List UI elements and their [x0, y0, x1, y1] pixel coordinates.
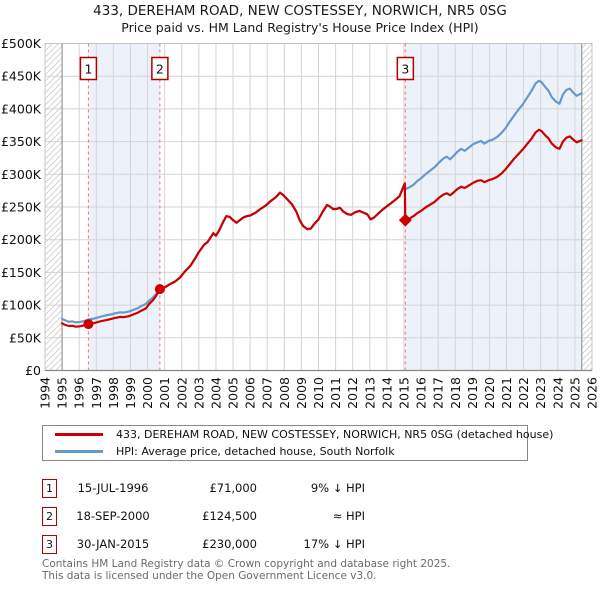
hpi-line-swatch-icon [55, 450, 103, 453]
svg-text:£450K: £450K [1, 69, 42, 84]
svg-text:2020: 2020 [482, 377, 497, 409]
svg-text:2013: 2013 [362, 377, 377, 409]
transaction-2-badge: 2 [42, 506, 57, 526]
svg-text:2003: 2003 [191, 377, 206, 409]
svg-text:2018: 2018 [448, 377, 463, 409]
svg-text:£350K: £350K [1, 134, 42, 149]
svg-text:2019: 2019 [465, 377, 480, 409]
svg-text:2017: 2017 [431, 377, 446, 409]
svg-text:1997: 1997 [89, 377, 104, 409]
transaction-1-badge: 1 [42, 478, 57, 498]
transaction-2-hpi-note: ≈ HPI [332, 509, 365, 523]
transaction-1-date: 15-JUL-1996 [77, 481, 149, 495]
svg-text:3: 3 [401, 62, 409, 77]
svg-text:£250K: £250K [1, 200, 42, 215]
svg-text:2021: 2021 [499, 377, 514, 409]
legend-hpi-label: HPI: Average price, detached house, Sout… [116, 445, 395, 458]
svg-text:2000: 2000 [140, 377, 155, 409]
svg-text:2023: 2023 [533, 377, 548, 409]
svg-text:1999: 1999 [123, 377, 138, 409]
svg-text:2025: 2025 [567, 377, 582, 409]
footer-line-2: This data is licensed under the Open Gov… [42, 570, 377, 582]
price-history-chart: 1 2 3 £0 £50K £100K £150K £200K £250K £300K £350K £… [1, 36, 600, 409]
property-line-swatch-icon [55, 433, 103, 436]
license-footer: Contains HM Land Registry data © Crown c… [42, 558, 582, 582]
svg-text:1994: 1994 [38, 377, 53, 409]
svg-text:£50K: £50K [9, 330, 42, 345]
table-row: 2 18-SEP-2000 £124,500 ≈ HPI [42, 502, 382, 530]
svg-text:£500K: £500K [1, 36, 42, 51]
svg-text:£400K: £400K [1, 101, 42, 116]
svg-text:2006: 2006 [243, 377, 258, 409]
transaction-3-price: £230,000 [202, 537, 257, 551]
svg-text:2007: 2007 [260, 377, 275, 409]
svg-text:2001: 2001 [157, 377, 172, 409]
svg-text:2026: 2026 [585, 377, 600, 409]
transaction-2-price: £124,500 [202, 509, 257, 523]
svg-text:1995: 1995 [55, 377, 70, 409]
svg-text:2022: 2022 [516, 377, 531, 409]
chart-title-block: 433, DEREHAM ROAD, NEW COSTESSEY, NORWIC… [0, 3, 600, 36]
svg-text:2008: 2008 [277, 377, 292, 409]
transaction-3-badge: 3 [42, 534, 57, 554]
legend-row-hpi: HPI: Average price, detached house, Sout… [43, 444, 527, 459]
page-title: 433, DEREHAM ROAD, NEW COSTESSEY, NORWIC… [93, 3, 507, 19]
transaction-1-hpi-note: 9% ↓ HPI [310, 481, 365, 495]
svg-text:£200K: £200K [1, 232, 42, 247]
transactions-table: 1 15-JUL-1996 £71,000 9% ↓ HPI 2 18-SEP-… [42, 474, 382, 558]
svg-text:2014: 2014 [379, 377, 394, 409]
svg-text:2009: 2009 [294, 377, 309, 409]
svg-text:2024: 2024 [550, 377, 565, 409]
svg-text:£100K: £100K [1, 298, 42, 313]
legend-property-label: 433, DEREHAM ROAD, NEW COSTESSEY, NORWIC… [116, 428, 554, 441]
svg-text:£0: £0 [25, 363, 41, 378]
footer-line-1: Contains HM Land Registry data © Crown c… [42, 558, 451, 570]
chart-legend: 433, DEREHAM ROAD, NEW COSTESSEY, NORWIC… [42, 425, 553, 461]
svg-text:1: 1 [84, 62, 92, 77]
svg-text:2010: 2010 [311, 377, 326, 409]
transaction-3-date: 30-JAN-2015 [76, 537, 150, 551]
transaction-1-price: £71,000 [209, 481, 257, 495]
svg-text:2012: 2012 [345, 377, 360, 409]
svg-text:2002: 2002 [174, 377, 189, 409]
svg-text:1996: 1996 [72, 377, 87, 409]
page-subtitle: Price paid vs. HM Land Registry's House … [121, 20, 479, 35]
table-row: 3 30-JAN-2015 £230,000 17% ↓ HPI [42, 530, 382, 558]
svg-text:1998: 1998 [106, 377, 121, 409]
svg-text:2004: 2004 [208, 377, 223, 409]
transaction-3-hpi-note: 17% ↓ HPI [303, 537, 365, 551]
svg-text:2011: 2011 [328, 377, 343, 409]
svg-text:2016: 2016 [414, 377, 429, 409]
svg-text:£150K: £150K [1, 265, 42, 280]
svg-text:£300K: £300K [1, 167, 42, 182]
svg-text:2005: 2005 [226, 377, 241, 409]
svg-text:2: 2 [156, 62, 164, 77]
transaction-2-date: 18-SEP-2000 [76, 509, 150, 523]
legend-row-property: 433, DEREHAM ROAD, NEW COSTESSEY, NORWIC… [43, 427, 553, 442]
table-row: 1 15-JUL-1996 £71,000 9% ↓ HPI [42, 474, 382, 502]
svg-text:2015: 2015 [396, 377, 411, 409]
